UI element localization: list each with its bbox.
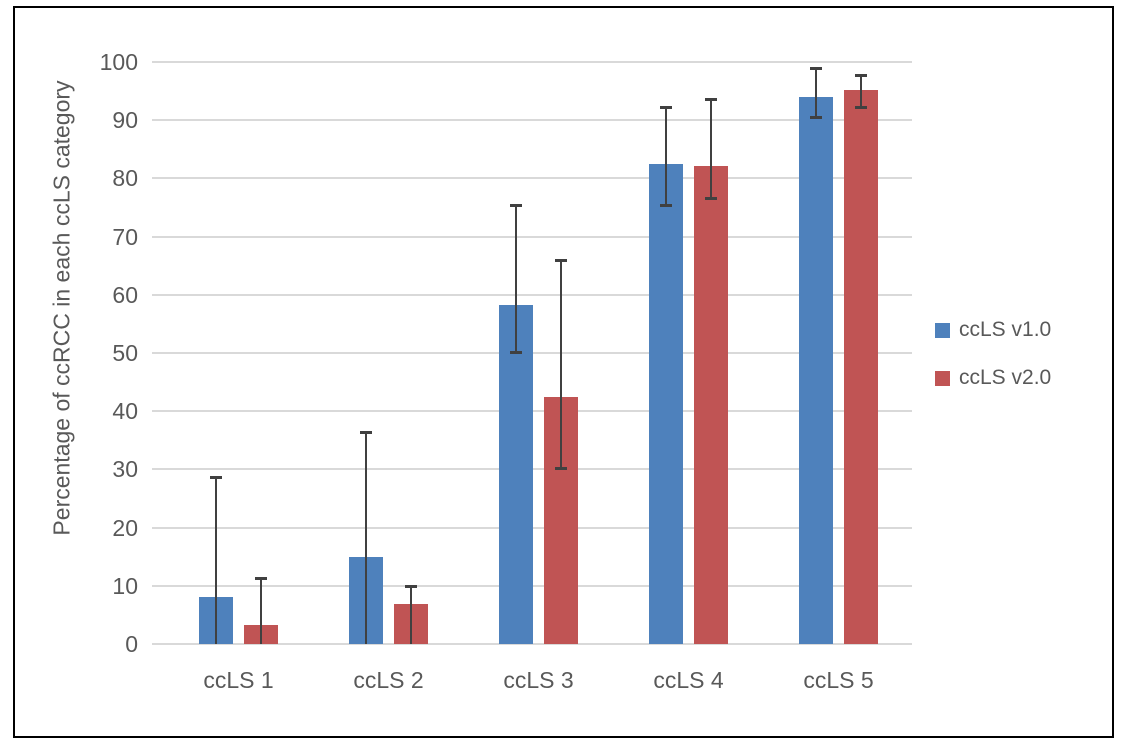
legend-item-v1: ccLS v1.0 [935, 318, 1051, 342]
x-axis-label-ccls4: ccLS 4 [653, 667, 724, 693]
y-tick-label-100: 100 [99, 49, 138, 75]
legend-swatch-v2-icon [935, 370, 950, 386]
error-bar-cap-low [705, 197, 717, 201]
gridline-100 [152, 61, 912, 63]
gridline-90 [152, 119, 912, 122]
y-tick-label-10: 10 [112, 572, 138, 599]
error-bar-cap-low [660, 204, 672, 208]
error-bar-cap-high [660, 105, 672, 109]
x-axis-label-ccls5: ccLS 5 [803, 667, 874, 693]
y-tick-label-80: 80 [112, 165, 138, 192]
error-bar-line [665, 106, 667, 207]
bar-ccls5-cclsv20 [844, 89, 878, 644]
error-bar-cap-low [810, 115, 822, 119]
bar-ccls4-cclsv20 [694, 166, 728, 644]
error-bar-cap-high [360, 430, 372, 434]
legend: ccLS v1.0 ccLS v2.0 [935, 318, 1051, 390]
legend-label-v1: ccLS v1.0 [959, 318, 1052, 341]
error-bar-cap-high [510, 204, 522, 208]
error-bar-line [365, 431, 367, 644]
error-bar-cap-low [510, 351, 522, 354]
bar-ccls5-cclsv10 [799, 96, 833, 644]
y-tick-label-40: 40 [112, 398, 138, 425]
legend-label-v2: ccLS v2.0 [959, 366, 1052, 389]
gridline-0 [152, 643, 912, 645]
error-bar-line [215, 476, 217, 644]
y-tick-label-30: 30 [112, 456, 138, 483]
error-bar-cap-high [555, 258, 567, 262]
y-tick-label-90: 90 [112, 107, 138, 134]
error-bar-line [815, 67, 817, 118]
y-tick-label-20: 20 [112, 514, 138, 541]
bar-ccls3-cclsv10 [499, 304, 533, 644]
legend-item-v2: ccLS v2.0 [935, 366, 1051, 390]
y-tick-label-70: 70 [112, 223, 138, 250]
error-bar-line [860, 75, 862, 108]
y-axis-title: Percentage of ccRCC in each ccLS categor… [48, 80, 75, 536]
x-axis-label-ccls2: ccLS 2 [353, 667, 424, 693]
x-axis-label-ccls1: ccLS 1 [203, 667, 274, 693]
error-bar-cap-high [210, 475, 222, 479]
error-bar-line [560, 259, 562, 470]
error-bar-cap-high [405, 584, 417, 588]
error-bar-line [515, 205, 517, 353]
chart-frame: Percentage of ccRCC in each ccLS categor… [13, 6, 1114, 738]
error-bar-cap-low [555, 467, 567, 471]
legend-swatch-v1-icon [935, 322, 950, 338]
error-bar-cap-high [810, 66, 822, 70]
error-bar-line [260, 578, 262, 644]
y-tick-label-50: 50 [112, 340, 138, 366]
bar-ccls4-cclsv10 [649, 163, 683, 644]
gridline-80 [152, 177, 912, 180]
y-tick-label-60: 60 [112, 281, 138, 308]
x-axis-label-ccls3: ccLS 3 [503, 667, 574, 693]
error-bar-cap-high [705, 98, 717, 102]
y-tick-label-0: 0 [125, 631, 138, 657]
error-bar-cap-high [255, 577, 267, 581]
error-bar-line [410, 585, 412, 644]
plot-area [152, 61, 912, 645]
error-bar-cap-low [855, 105, 867, 109]
error-bar-line [710, 99, 712, 200]
error-bar-cap-high [855, 74, 867, 78]
gridline-60 [152, 293, 912, 296]
gridline-70 [152, 235, 912, 238]
